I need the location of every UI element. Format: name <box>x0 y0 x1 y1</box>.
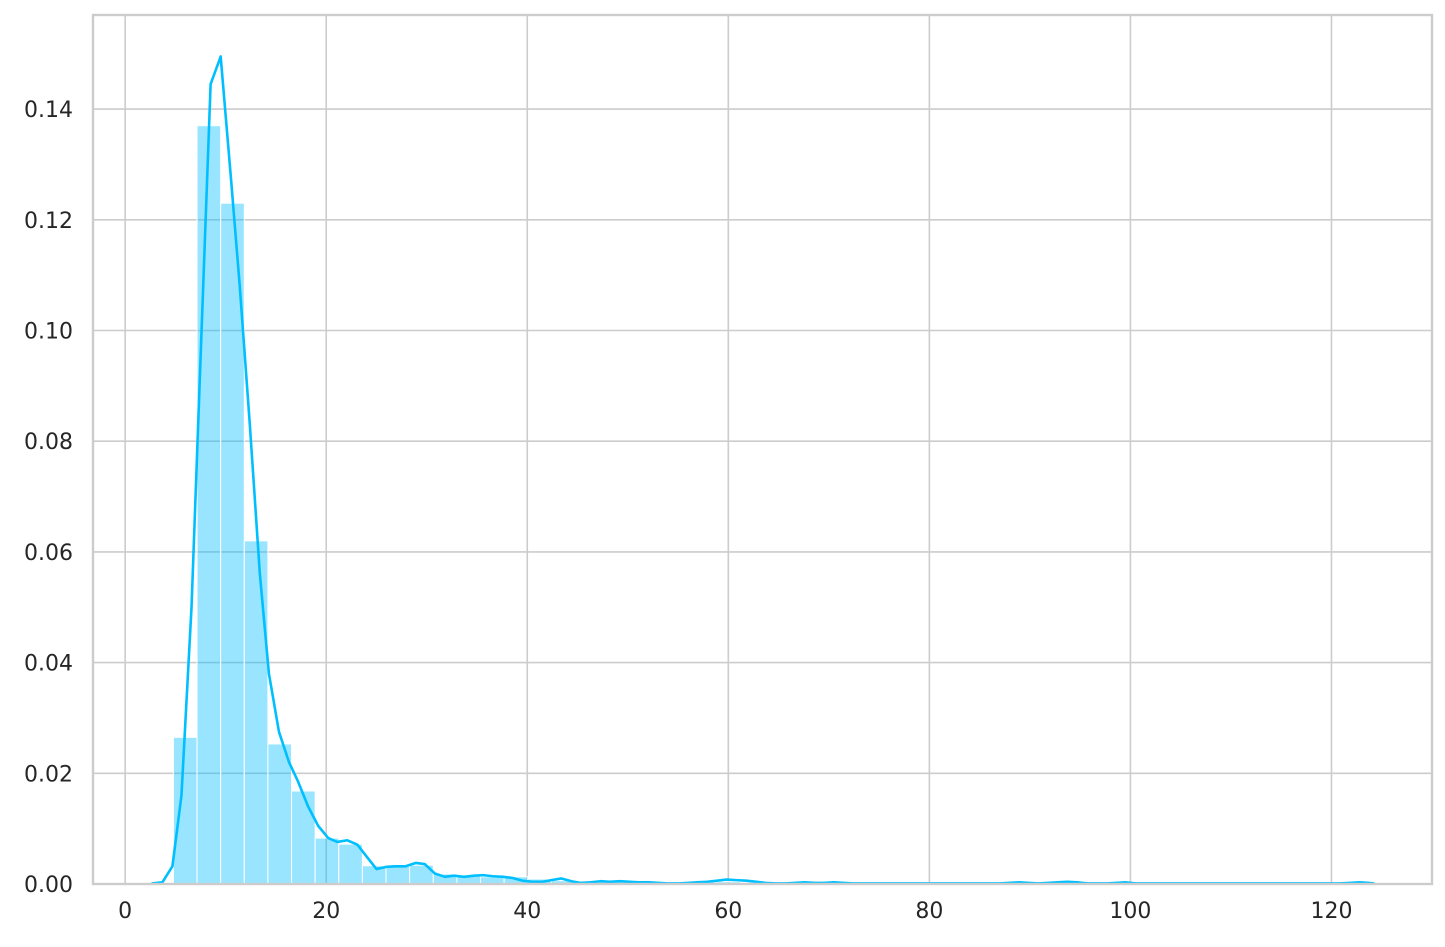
y-tick-label: 0.12 <box>24 209 73 234</box>
histogram-bar <box>385 865 411 885</box>
histogram-bar <box>314 837 340 885</box>
x-tick-label: 40 <box>513 899 541 924</box>
axes-layer <box>91 13 1434 886</box>
x-tick-label: 60 <box>714 899 742 924</box>
y-tick-label: 0.06 <box>24 541 73 566</box>
y-tick-label: 0.14 <box>24 98 73 123</box>
histogram-bar <box>243 540 269 885</box>
histogram-bar <box>172 736 198 885</box>
histogram-bar <box>196 125 222 885</box>
y-tick-label: 0.02 <box>24 762 73 787</box>
y-tick-label: 0.10 <box>24 319 73 344</box>
y-tick-label: 0.00 <box>24 873 73 898</box>
x-tick-label: 20 <box>312 899 340 924</box>
x-tick-label: 120 <box>1310 899 1352 924</box>
x-tick-label: 100 <box>1109 899 1151 924</box>
y-tick-label: 0.04 <box>24 652 73 677</box>
axes-frame <box>91 13 1434 886</box>
histogram-bar <box>338 843 363 885</box>
x-tick-label: 0 <box>118 899 132 924</box>
y-tick-label: 0.08 <box>24 430 73 455</box>
tick-labels-layer: 0 20 40 60 80 100 120 0.00 0.02 0.04 0.06 0.08 0.10 0… <box>24 98 1352 924</box>
histogram-bar <box>267 743 293 885</box>
histogram-bar <box>291 790 316 885</box>
x-tick-label: 80 <box>915 899 943 924</box>
